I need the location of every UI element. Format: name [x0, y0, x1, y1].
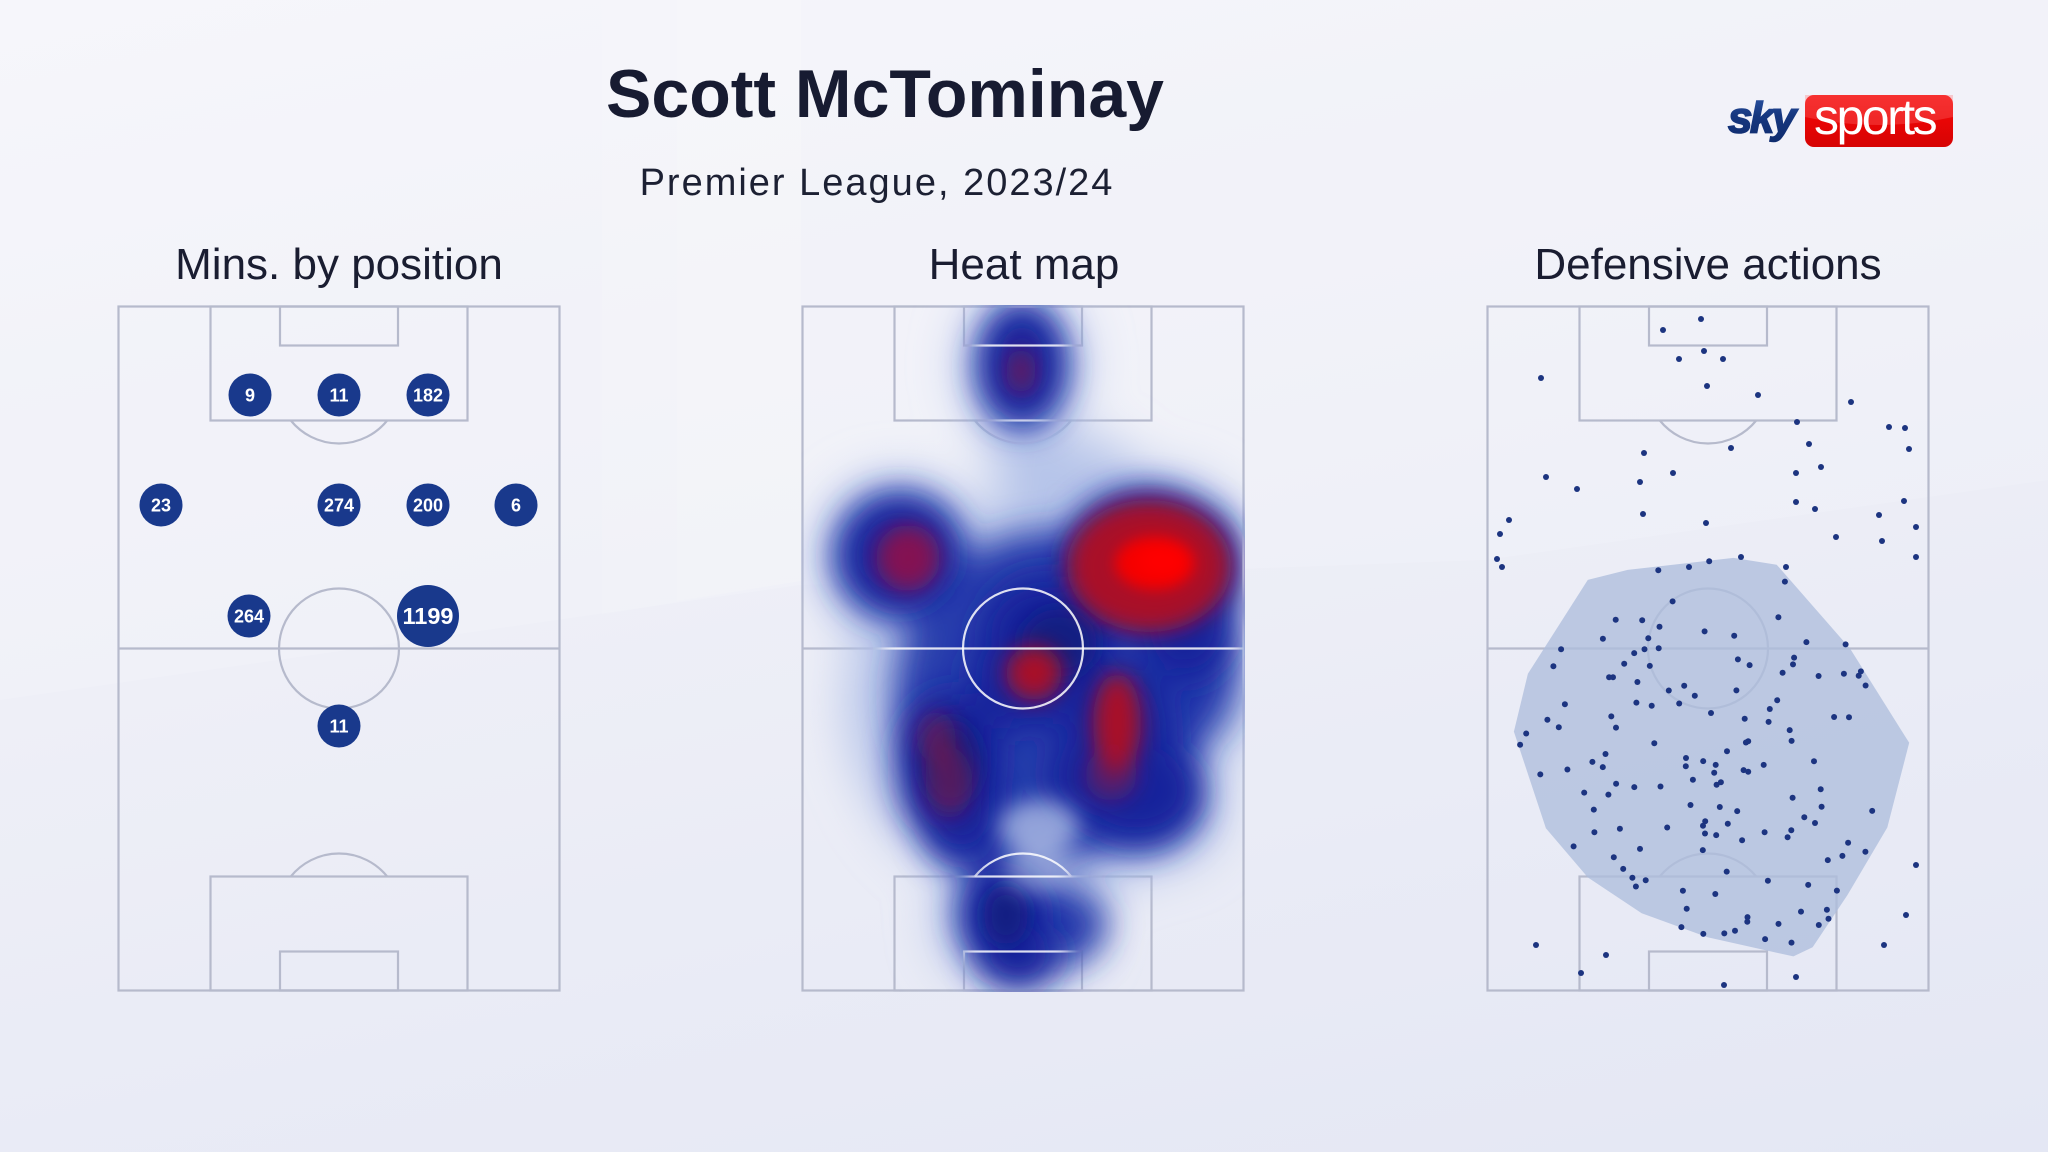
svg-text:264: 264 — [234, 606, 264, 626]
svg-text:sky: sky — [1728, 94, 1799, 143]
svg-text:274: 274 — [324, 495, 354, 515]
svg-text:11: 11 — [329, 385, 348, 405]
svg-text:182: 182 — [413, 385, 443, 405]
svg-text:11: 11 — [329, 716, 348, 736]
svg-text:6: 6 — [511, 495, 521, 515]
svg-text:1199: 1199 — [403, 603, 454, 629]
svg-text:9: 9 — [245, 385, 255, 405]
svg-text:200: 200 — [413, 495, 443, 515]
svg-text:23: 23 — [151, 495, 171, 515]
svg-text:sports: sports — [1814, 89, 1937, 145]
